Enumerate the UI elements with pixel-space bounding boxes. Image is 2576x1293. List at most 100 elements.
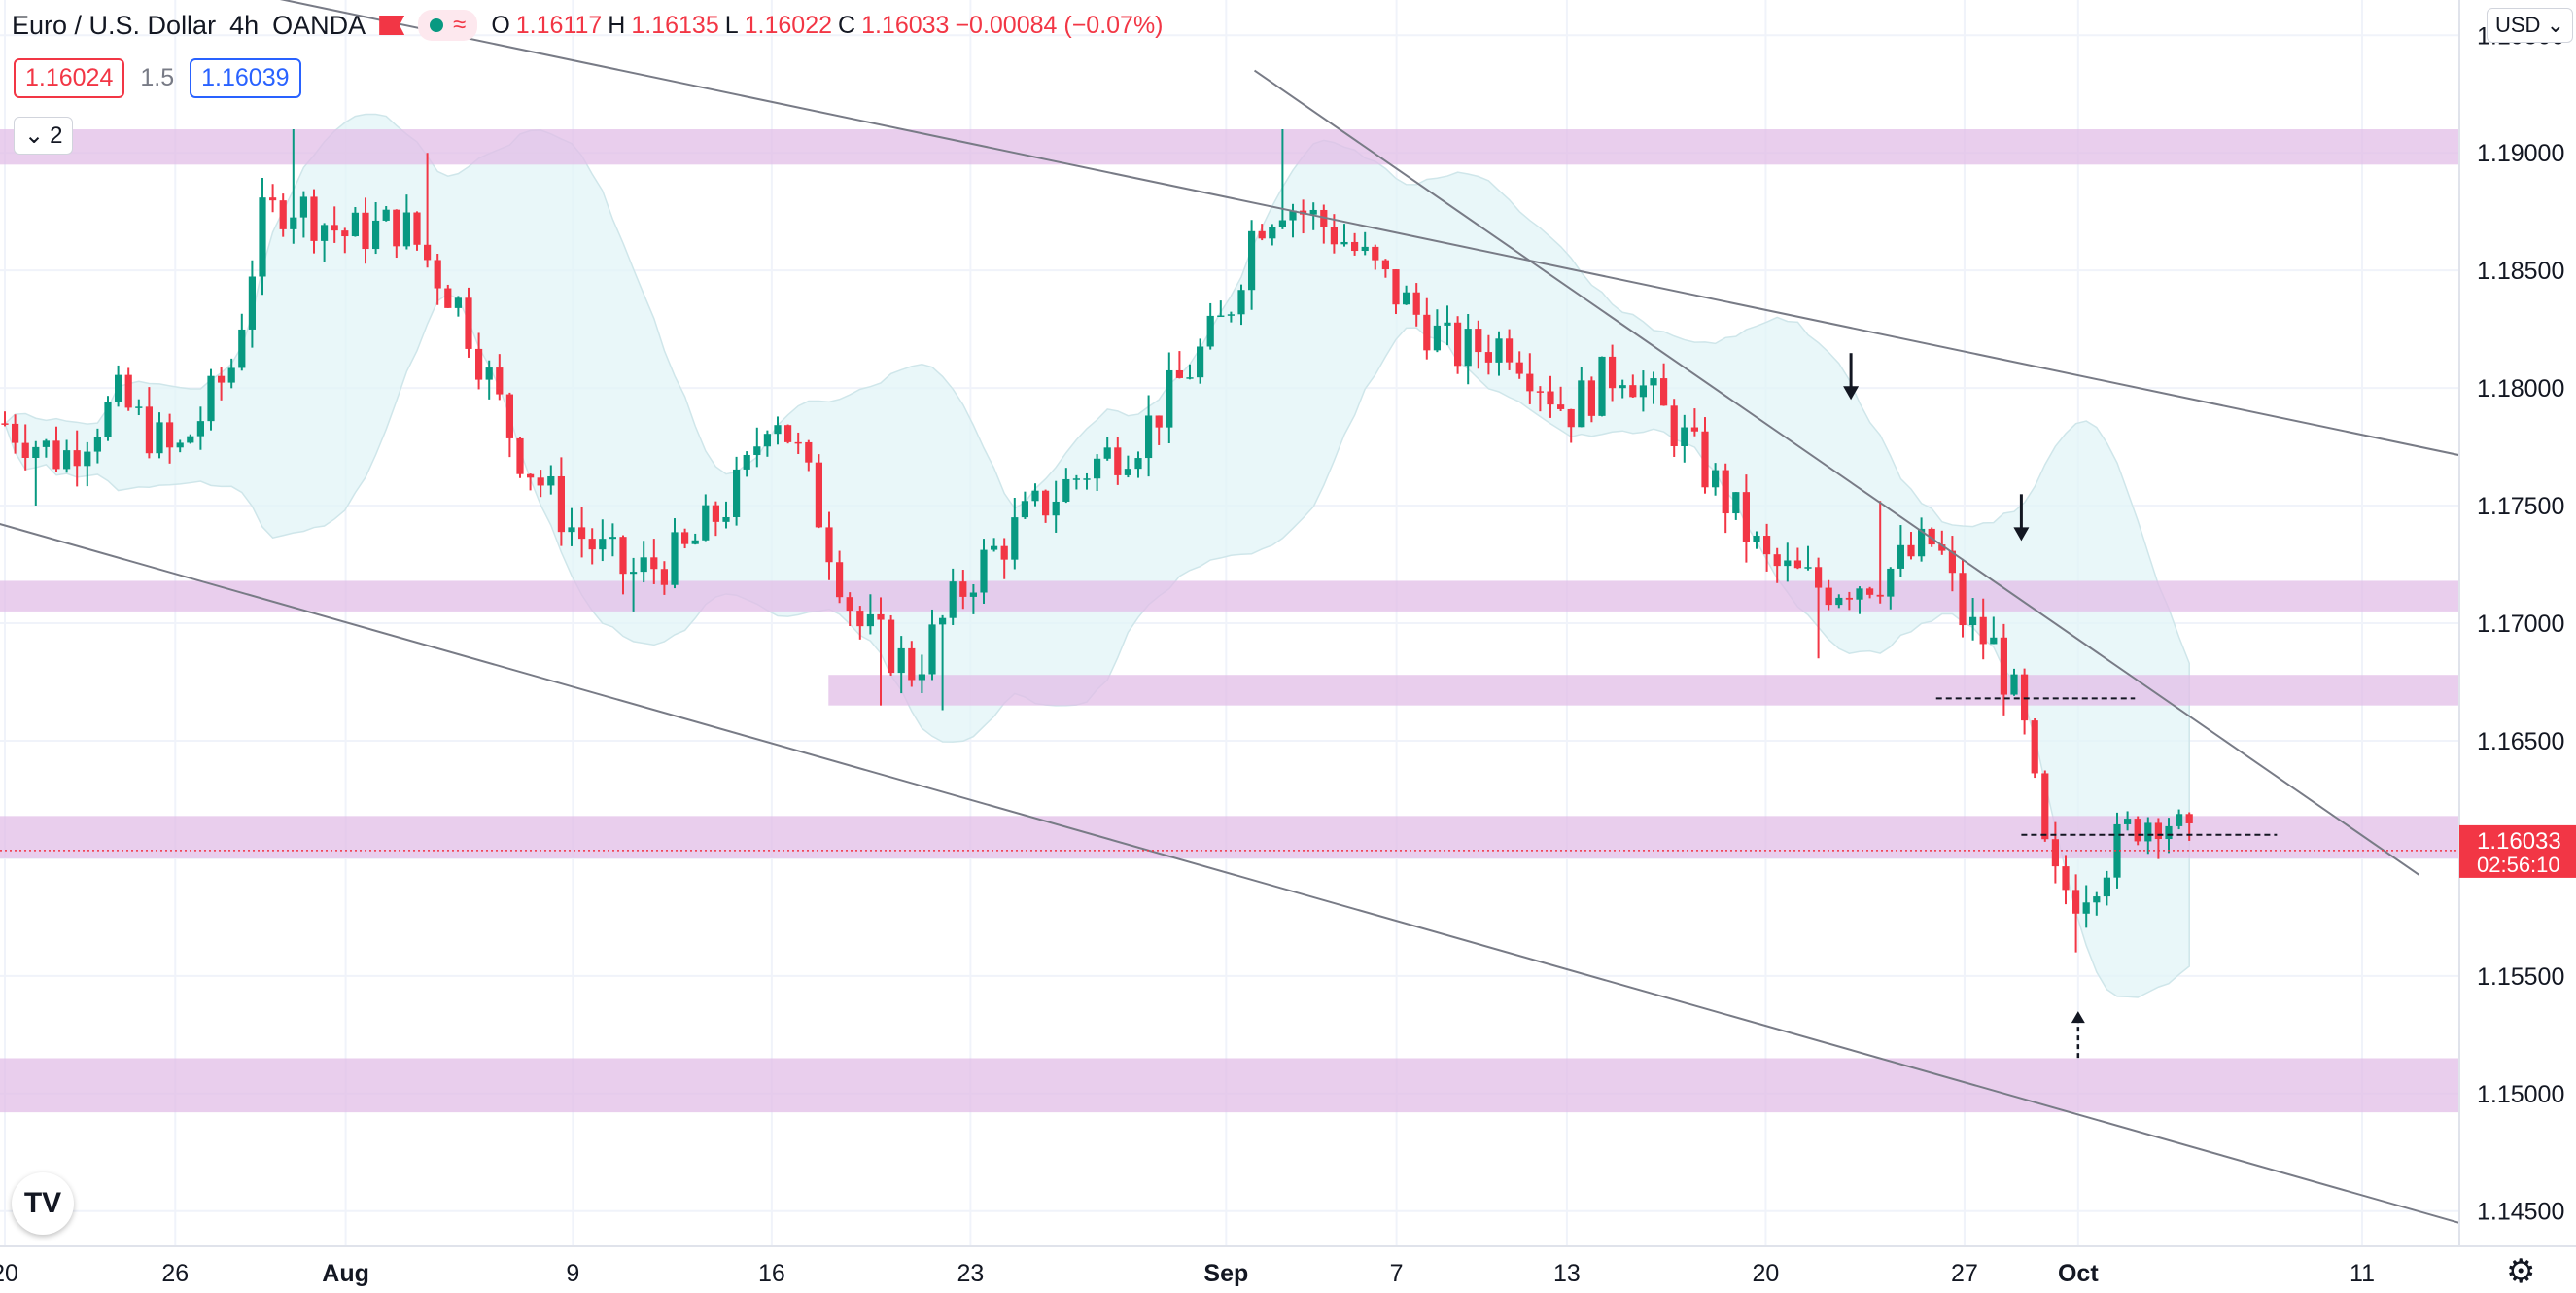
candle-body [1031, 490, 1039, 502]
sell-price-button[interactable]: 1.16024 [14, 58, 125, 98]
tradingview-logo-icon[interactable]: TV [12, 1172, 74, 1235]
candle [227, 358, 235, 389]
y-tick-label: 1.18000 [2477, 375, 2564, 402]
candle [1690, 408, 1698, 437]
candle-body [1990, 637, 1998, 645]
candle [124, 367, 132, 411]
candle-body [928, 624, 936, 675]
last-price-label: 1.16033 [2477, 828, 2561, 855]
candle [1990, 616, 1998, 645]
candle-body [259, 197, 266, 277]
candle-body [2082, 902, 2090, 914]
market-status-pill[interactable]: ≈ [418, 10, 478, 41]
candle [1887, 567, 1895, 610]
candle-body [1515, 362, 1523, 374]
candle [805, 439, 813, 472]
buy-price-button[interactable]: 1.16039 [190, 58, 301, 98]
candle [1845, 591, 1853, 611]
candle-body [527, 473, 535, 478]
candle-body [1258, 230, 1266, 239]
candle [691, 533, 699, 545]
candle-body [42, 440, 50, 447]
candle-body [1619, 385, 1626, 389]
candle [1197, 338, 1204, 384]
x-tick-label: Aug [322, 1260, 369, 1287]
candle-body [1712, 470, 1720, 488]
candle [588, 528, 596, 565]
candle [2021, 668, 2029, 735]
candle-body [1793, 560, 1801, 569]
trade-prices: 1.16024 1.5 1.16039 [14, 58, 301, 98]
candle-body [1567, 408, 1575, 428]
candle-body [557, 475, 565, 533]
y-tick-label: 1.14500 [2477, 1199, 2564, 1226]
candle-body [2124, 819, 2132, 824]
candle [1289, 203, 1297, 238]
candle [1423, 297, 1431, 360]
candle [527, 473, 535, 491]
y-tick-label: 1.17500 [2477, 493, 2564, 520]
candle [1134, 451, 1142, 478]
candle-body [1011, 517, 1019, 560]
candle [1103, 437, 1111, 461]
candle-body [1124, 469, 1131, 475]
candle-body [1000, 545, 1008, 560]
candle-body [1217, 315, 1225, 318]
flag-icon[interactable] [379, 16, 405, 35]
symbol-legend[interactable]: Euro / U.S. Dollar 4h OANDA ≈ O 1.16117 H… [12, 10, 1164, 41]
candle-body [2185, 814, 2193, 823]
x-tick-label: 20 [1753, 1260, 1780, 1287]
candle-body [196, 421, 204, 437]
candle-body [599, 539, 607, 550]
candle-body [1392, 269, 1400, 305]
indicators-toggle-button[interactable]: ⌄ 2 [14, 117, 74, 155]
candle [1000, 538, 1008, 579]
candle-body [1578, 380, 1585, 428]
candle-body [12, 423, 19, 443]
candle-body [444, 288, 452, 308]
candle-body [269, 197, 277, 201]
candle [794, 432, 802, 454]
candle-body [2062, 866, 2070, 891]
candle [784, 424, 792, 444]
x-tick-label: 9 [566, 1260, 579, 1287]
candle [1763, 523, 1771, 572]
gear-icon[interactable]: ⚙ [2506, 1253, 2536, 1290]
candle [135, 399, 143, 416]
candle [104, 396, 112, 441]
candle-body [1021, 501, 1028, 518]
candle-body [1815, 567, 1823, 588]
candle [846, 592, 853, 627]
currency-select[interactable]: USD ⌄ [2487, 8, 2573, 43]
candle [1650, 371, 1657, 404]
candle [2103, 870, 2110, 906]
candle [959, 570, 967, 610]
symbol-name[interactable]: Euro / U.S. Dollar [12, 10, 217, 40]
y-tick-label: 1.15500 [2477, 963, 2564, 991]
candle-body [1753, 536, 1760, 542]
candle-body [2165, 825, 2173, 840]
candle [1475, 320, 1482, 369]
candle [1083, 472, 1091, 490]
change-value: −0.00084 (−0.07%) [955, 11, 1164, 39]
candle-body [1114, 447, 1122, 475]
candle-body [1423, 314, 1431, 351]
interval-label[interactable]: 4h [229, 10, 260, 40]
candle-body [2051, 839, 2059, 867]
candle-body [650, 557, 658, 570]
candle-body [846, 597, 853, 612]
candle [1269, 224, 1276, 246]
candle-body [1650, 378, 1657, 386]
candle [640, 541, 647, 583]
candle [1825, 579, 1832, 611]
candle-body [939, 617, 947, 625]
candle [299, 191, 307, 238]
candle [1454, 316, 1462, 374]
down-arrow-icon [2013, 527, 2030, 542]
candle [2176, 809, 2183, 830]
chevron-down-icon: ⌄ [2540, 13, 2564, 37]
candle-body [238, 329, 246, 368]
candle [2154, 818, 2162, 859]
